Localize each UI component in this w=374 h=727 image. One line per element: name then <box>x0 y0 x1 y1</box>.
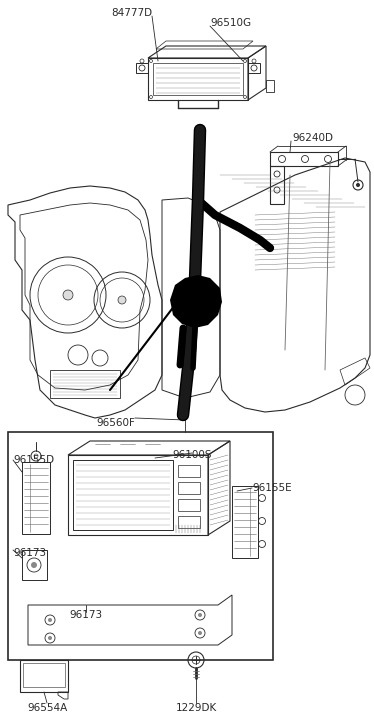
Text: 1229DK: 1229DK <box>175 703 217 713</box>
Text: 96240D: 96240D <box>292 133 333 143</box>
Text: 96560F: 96560F <box>96 418 135 428</box>
Text: 96100S: 96100S <box>172 450 212 460</box>
Text: 96173: 96173 <box>70 610 102 620</box>
Circle shape <box>31 562 37 568</box>
Bar <box>8 432 273 660</box>
Bar <box>23 663 65 687</box>
Bar <box>153 63 243 95</box>
Bar <box>178 465 200 477</box>
Text: 96554A: 96554A <box>27 703 67 713</box>
Circle shape <box>356 183 360 187</box>
Text: 96510G: 96510G <box>210 18 251 28</box>
Circle shape <box>198 631 202 635</box>
Text: 96155D: 96155D <box>13 455 54 465</box>
Bar <box>50 370 120 398</box>
Circle shape <box>118 296 126 304</box>
Polygon shape <box>170 275 222 328</box>
Circle shape <box>48 636 52 640</box>
Circle shape <box>63 290 73 300</box>
Circle shape <box>198 613 202 617</box>
Bar <box>20 660 68 692</box>
Text: 84777D: 84777D <box>111 8 152 18</box>
Bar <box>178 499 200 511</box>
Bar <box>73 460 173 530</box>
Text: 96155E: 96155E <box>252 483 292 493</box>
Bar <box>178 482 200 494</box>
Bar <box>178 516 200 528</box>
Text: 96173: 96173 <box>13 548 46 558</box>
Circle shape <box>48 618 52 622</box>
